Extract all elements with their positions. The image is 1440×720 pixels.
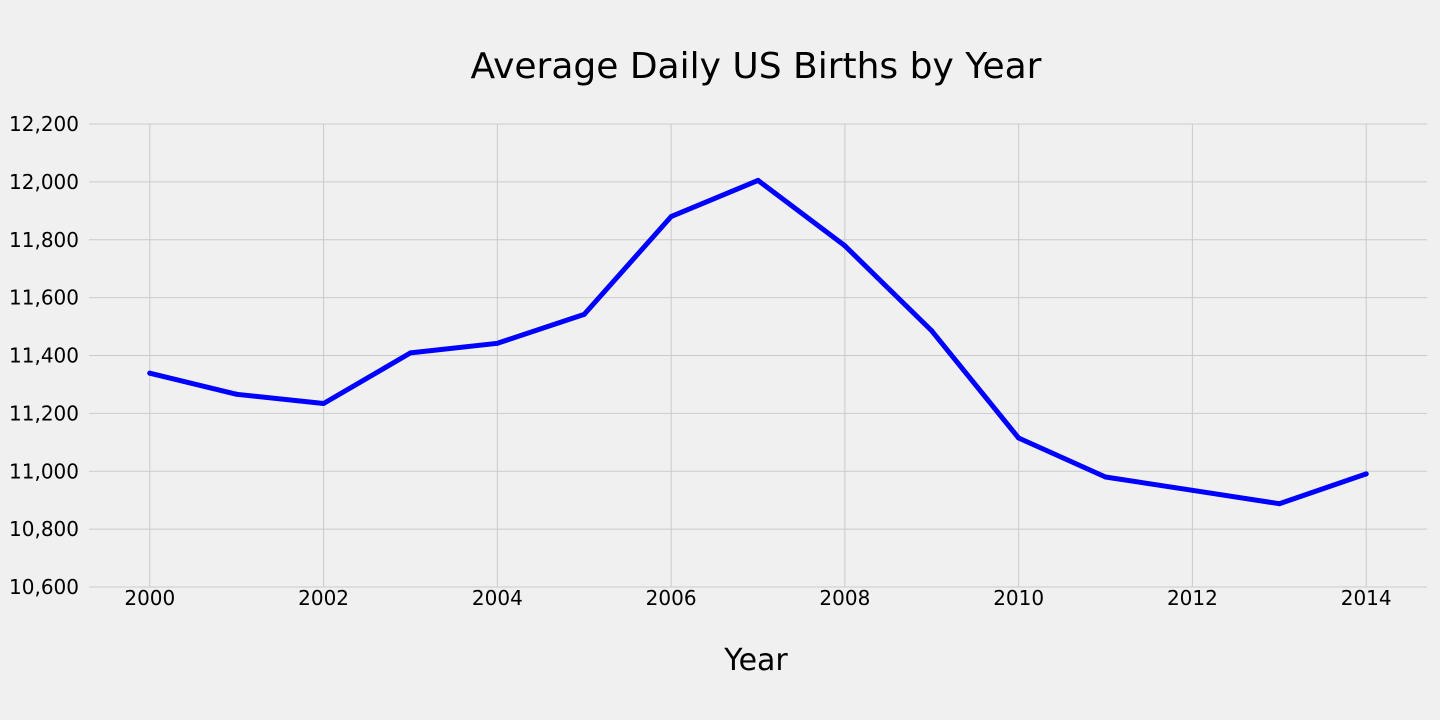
data-point — [842, 243, 848, 249]
data-point — [1276, 501, 1282, 507]
data-point — [494, 340, 500, 346]
x-tick-label: 2010 — [993, 586, 1044, 610]
series-line-0 — [147, 177, 1369, 507]
x-tick-label: 2002 — [298, 586, 349, 610]
x-axis-tick-labels: 2000 2002 2004 2006 2008 2010 2012 2014 — [124, 586, 1391, 610]
y-tick-label: 10,800 — [9, 517, 79, 541]
grid-lines — [89, 123, 1427, 588]
y-tick-label: 11,400 — [9, 344, 79, 368]
x-tick-label: 2014 — [1341, 586, 1392, 610]
x-tick-label: 2000 — [124, 586, 175, 610]
x-tick-label: 2006 — [646, 586, 697, 610]
data-point — [1363, 471, 1369, 477]
data-point — [929, 328, 935, 334]
x-tick-label: 2004 — [472, 586, 523, 610]
x-tick-label: 2012 — [1167, 586, 1218, 610]
data-point — [1103, 474, 1109, 480]
data-point — [1016, 435, 1022, 441]
y-tick-label: 11,000 — [9, 459, 79, 483]
y-tick-label: 12,200 — [9, 112, 79, 136]
data-point — [321, 401, 327, 407]
y-tick-label: 10,600 — [9, 575, 79, 599]
y-tick-label: 11,800 — [9, 228, 79, 252]
chart-title: Average Daily US Births by Year — [471, 46, 1042, 87]
data-point — [581, 311, 587, 317]
y-axis-tick-labels: 10,600 10,800 11,000 11,200 11,400 11,600 11,8… — [9, 112, 79, 599]
x-axis-label: Year — [723, 643, 788, 678]
data-point — [234, 391, 240, 397]
y-tick-label: 12,000 — [9, 170, 79, 194]
x-tick-label: 2008 — [819, 586, 870, 610]
data-point — [1189, 487, 1195, 493]
data-point — [147, 370, 153, 376]
y-tick-label: 11,200 — [9, 401, 79, 425]
y-tick-label: 11,600 — [9, 286, 79, 310]
data-point — [668, 214, 674, 220]
data-point — [755, 177, 761, 183]
series-group — [147, 177, 1369, 507]
data-point — [407, 350, 413, 356]
